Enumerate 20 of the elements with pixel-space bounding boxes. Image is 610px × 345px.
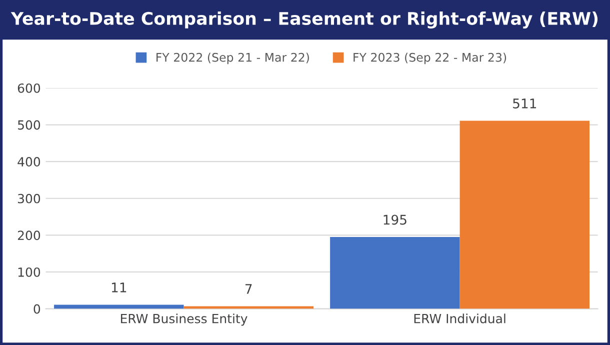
- y-tick-label: 200: [18, 230, 40, 240]
- y-tick-label: 600: [18, 83, 40, 93]
- data-label: 7: [246, 284, 252, 294]
- data-label: 195: [384, 214, 406, 225]
- legend-label: FY 2023 (Sep 22 - Mar 23): [354, 52, 506, 64]
- bar: [460, 120, 590, 309]
- x-tick-label: ERW Business Entity: [120, 314, 248, 326]
- x-tick-label: ERW Individual: [414, 314, 506, 324]
- chart-title: Year-to-Date Comparison – Easement or Right-of-Way (ERW): [10, 12, 598, 28]
- data-label: 11: [112, 282, 126, 292]
- y-tick-label: 300: [18, 194, 40, 204]
- y-tick-label: 0: [34, 304, 40, 314]
- y-tick-label: 100: [18, 267, 40, 277]
- data-label: 511: [513, 98, 536, 108]
- legend-label: FY 2022 (Sep 21 - Mar 22): [156, 52, 309, 64]
- bar: [54, 304, 184, 309]
- y-tick-label: 400: [18, 157, 40, 166]
- bar: [184, 306, 314, 309]
- bar: [330, 237, 460, 309]
- y-tick-label: 500: [18, 120, 40, 130]
